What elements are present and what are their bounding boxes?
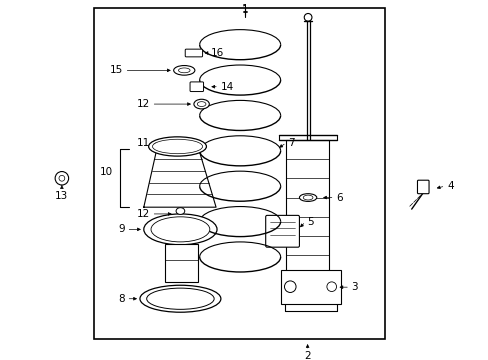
FancyBboxPatch shape — [417, 180, 428, 194]
Ellipse shape — [143, 214, 217, 245]
Text: 10: 10 — [100, 167, 113, 176]
Text: 16: 16 — [211, 48, 224, 58]
Text: 15: 15 — [109, 66, 122, 75]
Ellipse shape — [299, 194, 316, 201]
Text: 4: 4 — [447, 181, 453, 191]
Ellipse shape — [152, 139, 202, 154]
Bar — [94, 8, 384, 339]
Bar — [164, 244, 197, 282]
Text: 1: 1 — [241, 4, 248, 14]
Ellipse shape — [176, 208, 184, 215]
FancyBboxPatch shape — [190, 82, 203, 91]
Text: 2: 2 — [304, 351, 310, 360]
Text: 1: 1 — [241, 5, 248, 15]
Text: 14: 14 — [221, 82, 234, 92]
Bar — [280, 270, 341, 303]
FancyBboxPatch shape — [265, 215, 299, 247]
Text: 5: 5 — [307, 217, 314, 227]
Ellipse shape — [303, 195, 312, 200]
Text: 9: 9 — [118, 224, 124, 234]
Ellipse shape — [173, 66, 195, 75]
Text: 11: 11 — [137, 138, 150, 148]
Circle shape — [59, 175, 64, 181]
Text: 3: 3 — [350, 282, 357, 292]
Ellipse shape — [197, 102, 205, 107]
Text: 12: 12 — [137, 209, 150, 219]
Text: 13: 13 — [55, 191, 68, 201]
Ellipse shape — [151, 217, 209, 242]
Circle shape — [284, 281, 295, 292]
FancyBboxPatch shape — [185, 49, 202, 57]
Text: 12: 12 — [137, 99, 150, 109]
Ellipse shape — [194, 99, 209, 109]
Text: 8: 8 — [118, 294, 124, 304]
Text: 6: 6 — [336, 193, 343, 203]
Circle shape — [326, 282, 336, 292]
Bar — [286, 140, 328, 275]
Text: 7: 7 — [288, 138, 294, 148]
Ellipse shape — [140, 285, 221, 312]
Ellipse shape — [178, 68, 190, 73]
Ellipse shape — [148, 137, 206, 156]
Ellipse shape — [146, 288, 214, 309]
Circle shape — [55, 171, 68, 185]
Circle shape — [304, 13, 311, 21]
